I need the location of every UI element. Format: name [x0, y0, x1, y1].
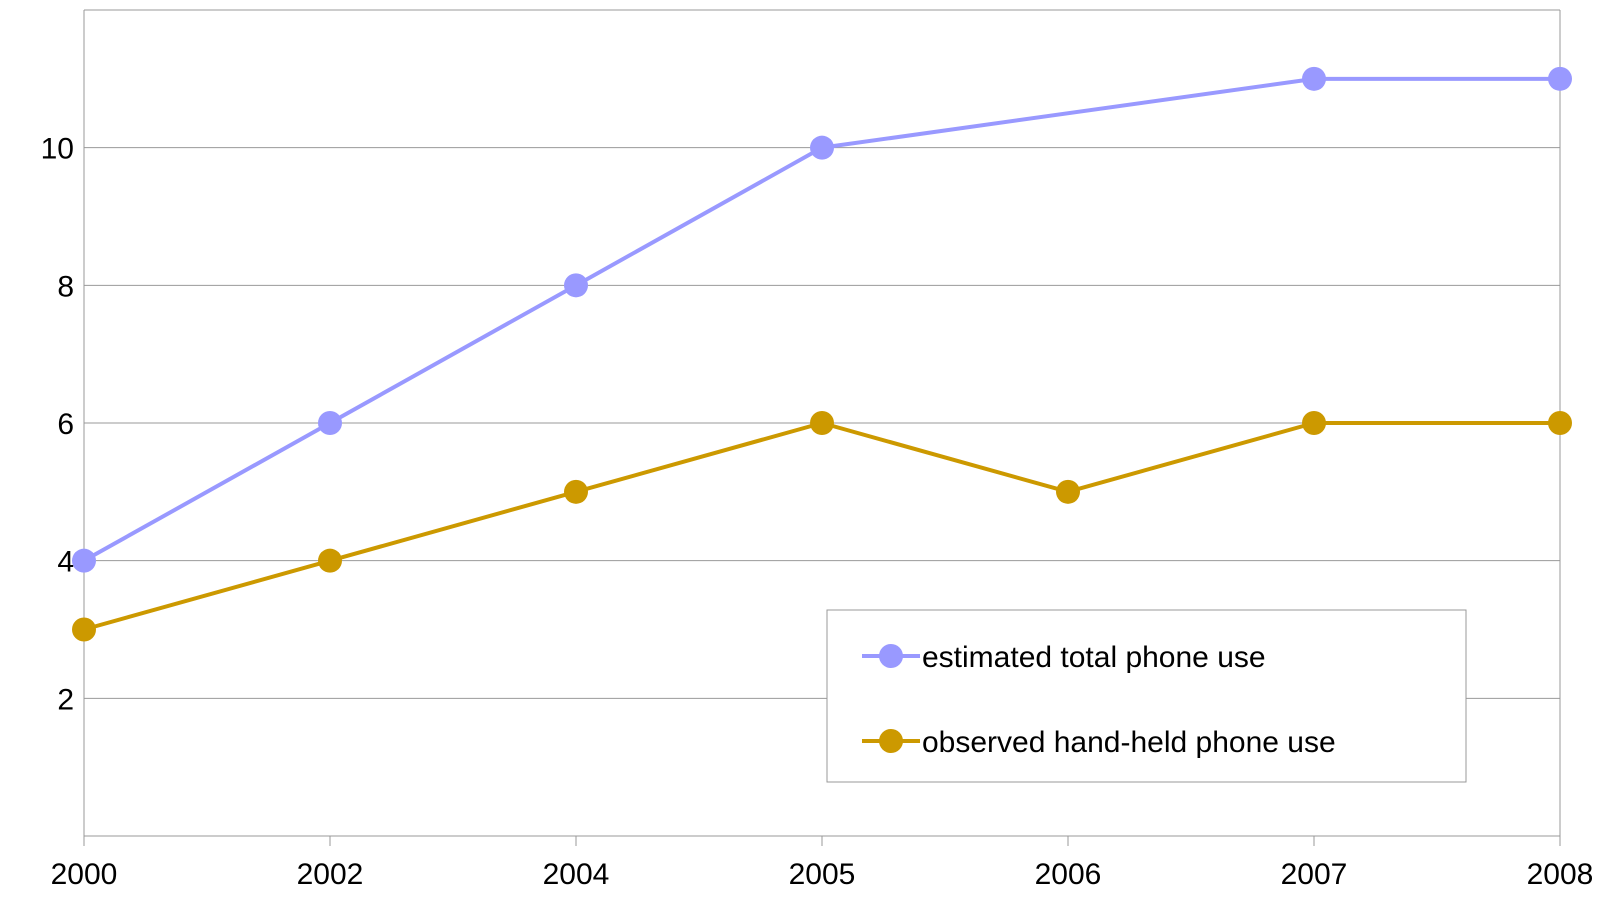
x-tick-label: 2005 [789, 858, 856, 891]
data-point-series-0 [810, 135, 834, 160]
legend-box [826, 609, 1467, 783]
y-tick-label: 8 [57, 270, 74, 303]
data-point-series-1 [1056, 479, 1080, 504]
legend-label-observed: observed hand-held phone use [922, 726, 1336, 759]
series-line-1 [83, 421, 1560, 632]
legend-marker-observed [879, 729, 903, 753]
data-point-series-0 [1548, 66, 1572, 91]
y-tick-label: 10 [41, 133, 74, 166]
data-point-series-1 [1548, 411, 1572, 435]
data-point-series-0 [1302, 66, 1326, 91]
x-tick-label: 2000 [51, 858, 118, 891]
x-tick-label: 2008 [1527, 858, 1594, 891]
data-point-series-1 [1302, 411, 1326, 435]
x-tick-label: 2004 [543, 858, 610, 891]
legend-marker-estimated [879, 644, 903, 668]
data-point-series-0 [72, 548, 96, 573]
series-line-0 [83, 76, 1560, 563]
data-point-series-0 [564, 273, 588, 298]
tick-labels: 2 4 6 8 10 2000 2002 2004 2005 2006 2007 2008 [41, 133, 1594, 891]
data-point-series-1 [564, 479, 588, 504]
x-tick-label: 2007 [1281, 858, 1348, 891]
series-lines [72, 66, 1572, 642]
legend-item-observed: observed hand-held phone use [862, 726, 1336, 759]
data-point-series-1 [72, 617, 96, 642]
x-tick-label: 2006 [1035, 858, 1102, 891]
y-tick-label: 4 [57, 546, 74, 579]
legend-item-estimated: estimated total phone use [862, 641, 1266, 674]
data-point-series-1 [810, 411, 834, 435]
legend-label-estimated: estimated total phone use [922, 641, 1266, 674]
data-point-series-0 [318, 411, 342, 435]
legend: estimated total phone use observed hand-… [826, 609, 1467, 783]
x-tick-label: 2002 [297, 858, 364, 891]
data-point-series-1 [318, 548, 342, 573]
y-tick-label: 2 [57, 683, 74, 716]
y-tick-label: 6 [57, 408, 74, 441]
